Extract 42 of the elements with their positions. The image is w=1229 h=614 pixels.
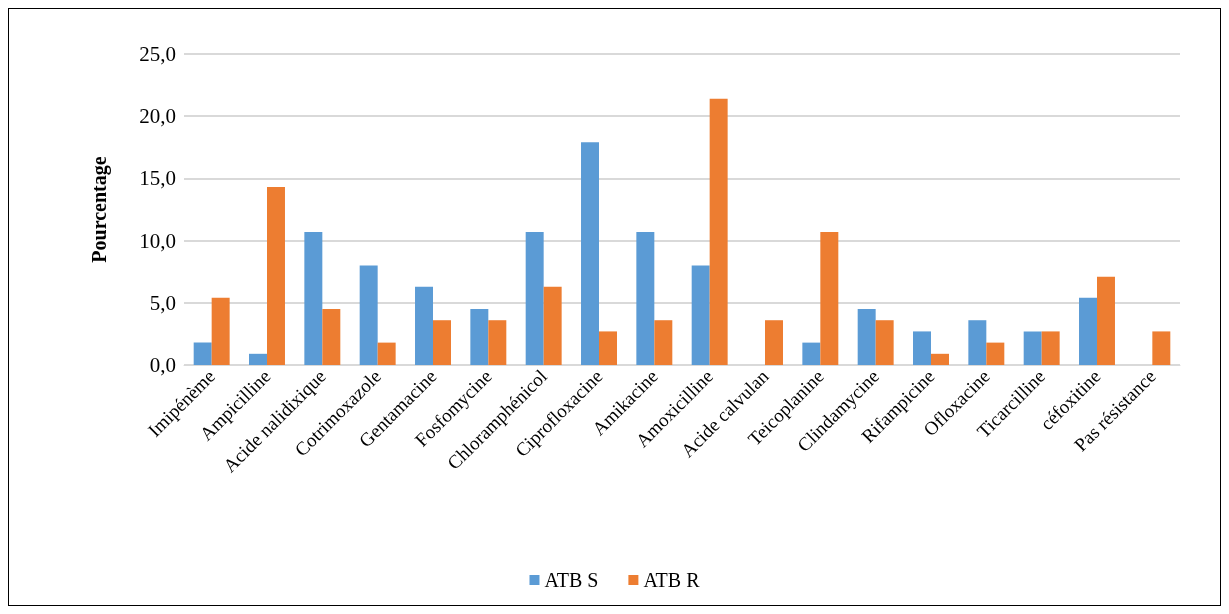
bar — [820, 231, 839, 365]
bar — [581, 142, 599, 365]
bar — [267, 187, 285, 365]
bar — [1041, 331, 1060, 365]
bar — [636, 231, 655, 365]
y-tick-label: 25,0 — [139, 42, 176, 66]
bar — [488, 320, 507, 365]
legend-label: ATB S — [544, 569, 599, 591]
bar — [1152, 331, 1171, 365]
bar — [211, 297, 230, 365]
bar — [322, 309, 341, 365]
bar — [1097, 276, 1115, 365]
y-tick-label: 20,0 — [139, 104, 176, 129]
bar — [875, 320, 894, 365]
bar — [193, 342, 212, 365]
y-axis-title: Pourcentage — [88, 156, 111, 263]
bar — [543, 286, 562, 365]
bar — [986, 342, 1005, 365]
bar — [433, 320, 451, 365]
bar — [249, 353, 267, 365]
bar — [470, 309, 489, 365]
bar — [802, 342, 821, 365]
bar — [1079, 297, 1097, 365]
bar — [359, 265, 378, 365]
bar — [913, 331, 931, 365]
bar — [377, 342, 396, 365]
bar — [1023, 331, 1042, 365]
bar — [968, 320, 987, 365]
bar — [304, 231, 323, 365]
bar — [709, 98, 728, 365]
bar — [415, 286, 433, 365]
bar — [931, 353, 949, 365]
y-tick-label: 10,0 — [139, 228, 176, 253]
bar — [525, 231, 544, 365]
bar — [654, 320, 673, 365]
y-tick-label: 5,0 — [149, 290, 176, 315]
y-tick-label: 15,0 — [139, 166, 176, 191]
legend-label: ATB R — [643, 569, 701, 591]
bar — [765, 320, 783, 365]
bar — [691, 265, 710, 365]
bar — [857, 309, 876, 365]
bar — [599, 331, 617, 365]
